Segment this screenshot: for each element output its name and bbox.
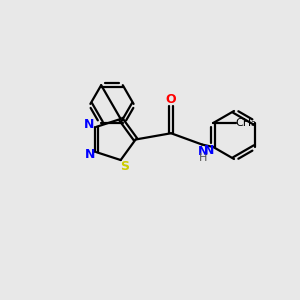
Text: N: N [197,145,208,158]
Text: N: N [203,143,214,157]
Text: CH₃: CH₃ [235,118,256,128]
Text: N: N [84,118,94,131]
Text: N: N [85,148,95,161]
Text: H: H [199,153,207,163]
Text: O: O [166,93,176,106]
Text: S: S [120,160,129,173]
